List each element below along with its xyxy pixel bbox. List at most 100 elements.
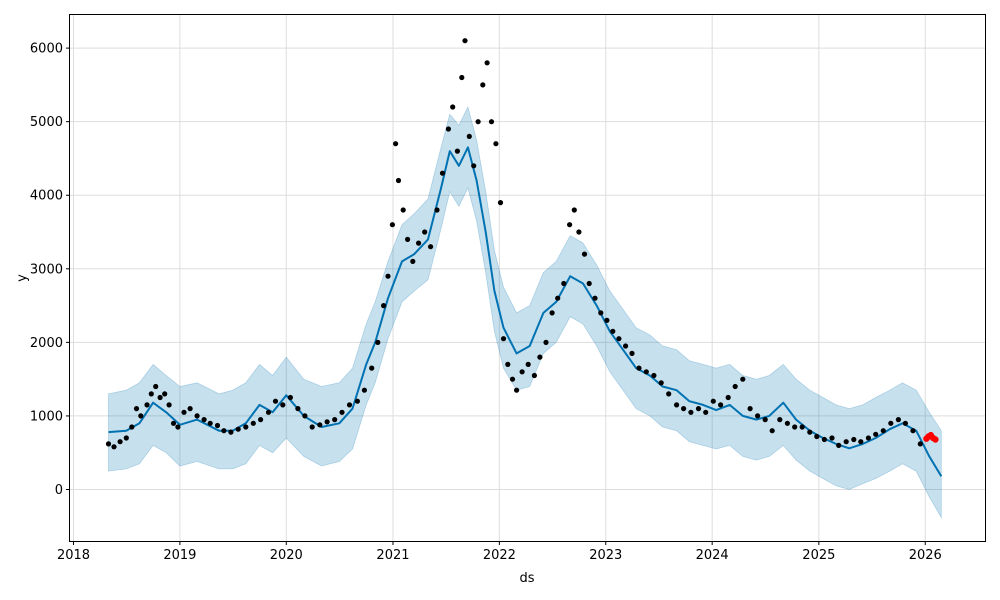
observed-point [381,303,387,309]
observed-point [324,419,330,425]
observed-point [265,409,272,415]
observed-point [762,417,768,423]
observed-point [509,376,516,382]
observed-point [703,409,709,415]
observed-point [361,387,367,393]
observed-point [740,376,746,382]
observed-point [769,428,775,434]
observed-point [681,406,687,412]
observed-point [105,441,112,447]
observed-point [235,426,241,432]
observed-point [214,422,221,429]
observed-point [221,428,227,434]
observed-point [651,372,657,379]
observed-point [375,339,381,345]
observed-point [902,420,909,426]
observed-point [598,310,604,316]
observed-point [543,339,549,345]
observed-point [129,424,135,430]
observed-point [194,413,200,419]
x-tick-label: 2026 [909,548,942,563]
grid-layer [70,15,985,541]
observed-point [405,236,411,242]
observed-point [302,413,308,419]
observed-point [466,133,472,139]
x-tick-label: 2022 [483,548,516,563]
observed-point [471,163,477,169]
observed-point [175,424,181,430]
y-tick-label: 2000 [30,336,63,351]
observed-point [610,328,616,334]
observed-point [674,402,680,408]
observed-point [346,402,353,408]
observed-point [422,229,428,235]
observed-point [484,60,490,66]
observed-point [623,343,629,349]
observed-point [201,417,207,423]
y-tick-label: 3000 [30,262,63,277]
observed-point [228,429,234,435]
observed-point [493,141,499,147]
observed-point [843,439,849,445]
x-tick-label: 2018 [57,548,90,563]
observed-point [858,439,864,445]
observed-point [571,207,577,213]
observed-point [688,409,694,415]
observed-point [592,295,598,301]
x-axis-ticks: 2018 2019 2020 2021 2022 2023 2024 2025 2026 [57,541,942,563]
observed-point [243,424,249,430]
observed-point [295,406,301,412]
observed-point [393,141,399,147]
uncertainty-band [108,105,942,519]
observed-point [710,398,716,404]
observed-point [488,119,495,125]
observed-point [410,258,416,264]
observed-point [549,310,555,316]
y-axis-label: y [15,274,30,282]
plot-frame [69,14,986,542]
observed-point [272,398,279,404]
observed-point [777,417,783,423]
observed-point [732,383,738,390]
x-tick-label: 2025 [802,548,835,563]
observed-point [416,240,422,246]
observed-point [166,402,172,408]
observed-point [792,424,798,430]
observed-point [576,229,582,235]
observed-point [369,365,375,371]
observed-point [666,391,672,397]
observed-point [747,406,753,412]
observed-point [170,420,177,426]
observed-point [157,394,163,401]
observed-point [111,444,117,450]
observed-point [153,383,159,390]
observed-point [718,402,724,408]
observed-point [695,406,702,412]
x-tick-label: 2024 [696,548,729,563]
observed-point [181,409,187,415]
observed-point [454,148,460,154]
observed-point [755,413,761,419]
observed-point [475,119,481,125]
observed-point [514,387,520,393]
observed-point [187,406,193,412]
observed-point [459,74,465,81]
observed-point [880,428,886,434]
observed-point [505,361,511,367]
observed-point [317,422,323,428]
observed-point [428,244,434,250]
observed-point [636,365,642,371]
x-tick-label: 2021 [376,548,409,563]
observed-point [519,369,525,375]
y-tick-label: 0 [55,483,63,498]
observed-point [910,428,916,434]
observed-point [567,222,573,228]
observed-point [865,435,872,441]
y-tick-label: 5000 [30,115,63,130]
observed-point [148,391,154,397]
observed-point [616,336,622,342]
observed-point [821,436,828,443]
observed-point [799,424,805,430]
observed-point [829,435,835,441]
